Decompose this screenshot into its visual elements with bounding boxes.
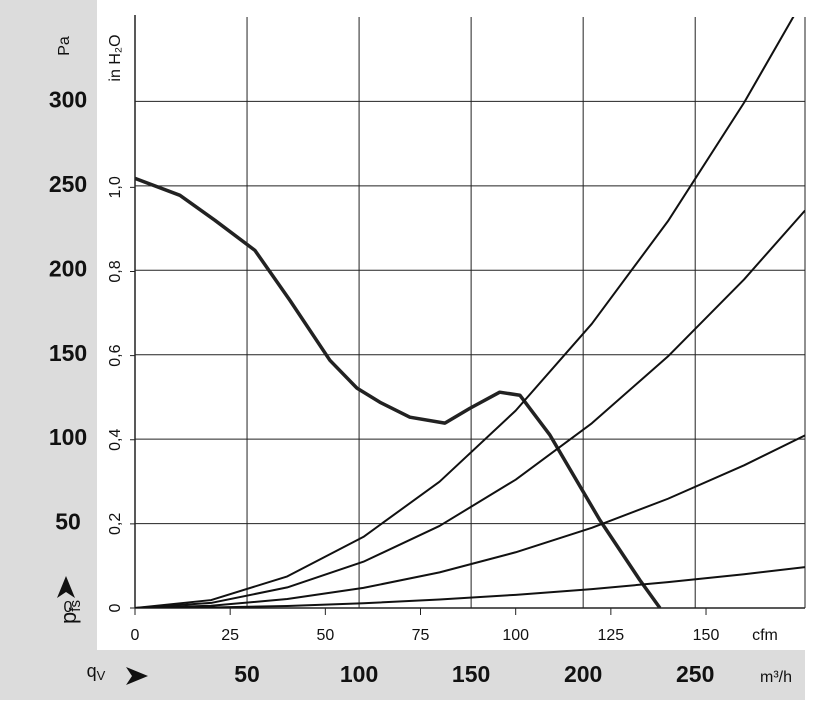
x-tick-label: 150 (693, 627, 720, 644)
x2-tick-label: 100 (340, 661, 378, 687)
x-arrow (126, 667, 148, 685)
y-tick-label: 0 (64, 599, 73, 616)
x2-tick-label: 150 (452, 661, 490, 687)
y2-tick-label: 0 (107, 603, 124, 612)
x-tick-label: 50 (316, 627, 334, 644)
x-tick-label: 125 (598, 627, 625, 644)
y-tick-label: 200 (49, 255, 87, 281)
y-symbol: pfs (56, 600, 84, 624)
left-band (0, 0, 97, 650)
curve (135, 209, 805, 608)
y2-tick-label: 1,0 (107, 176, 124, 198)
y-symbol-group: pfs (56, 600, 84, 624)
x2-symbol: qV (87, 661, 106, 684)
curve (135, 566, 805, 608)
y-label: Pa (56, 36, 73, 56)
x-tick-label: 75 (412, 627, 430, 644)
plot-lines (135, 17, 805, 608)
y2-tick-label: 0,4 (107, 429, 124, 451)
y-tick-label: 150 (49, 340, 87, 366)
y-symbol-main: p (56, 612, 81, 624)
y-tick-label: 100 (49, 424, 87, 450)
x-label: cfm (752, 627, 778, 644)
curve (135, 176, 662, 608)
y-tick-label: 50 (55, 509, 81, 535)
y-arrow (57, 576, 75, 598)
x-tick-label: 100 (502, 627, 529, 644)
x2-tick-label: 250 (676, 661, 714, 687)
x2-tick-label: 200 (564, 661, 602, 687)
curve (135, 17, 795, 608)
y2-tick-label: 0,8 (107, 260, 124, 282)
y2-tick-label: 0,6 (107, 344, 124, 366)
x2-tick-label: 50 (234, 661, 260, 687)
y-symbol-sub: fs (67, 600, 84, 612)
y2-label: in H₂O (107, 34, 124, 81)
y-tick-label: 300 (49, 87, 87, 113)
x2-symbol-main: q (87, 661, 97, 681)
y2-tick-label: 0,2 (107, 513, 124, 535)
y-tick-label: 250 (49, 171, 87, 197)
curve (135, 434, 805, 608)
x2-label: m³/h (760, 669, 792, 686)
x-tick-label: 0 (131, 627, 140, 644)
x2-symbol-sub: V (97, 668, 106, 683)
x-tick-label: 25 (221, 627, 239, 644)
